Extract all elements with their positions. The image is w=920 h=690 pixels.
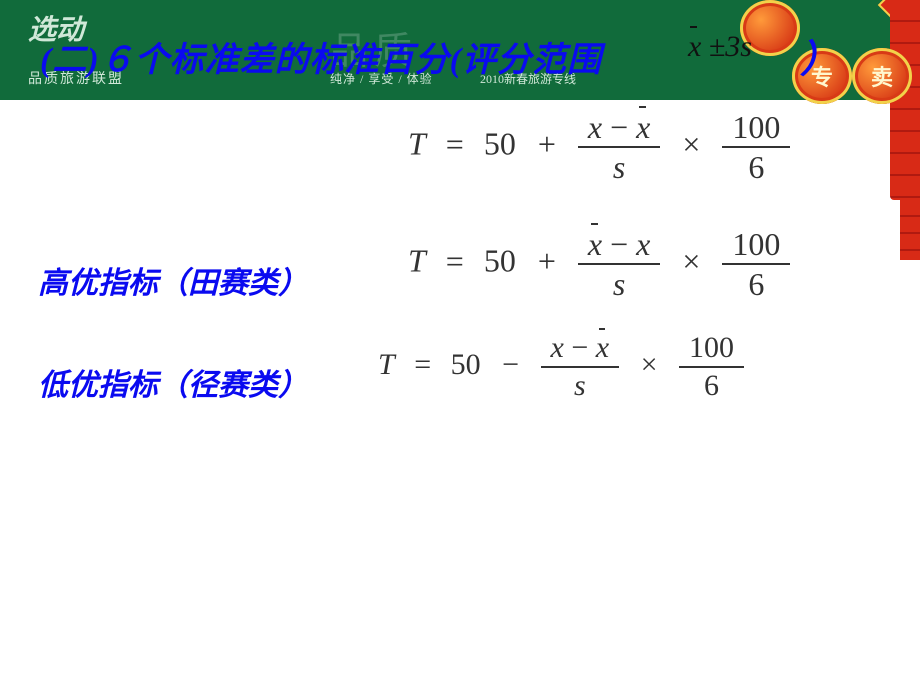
minus: − (610, 226, 628, 262)
label-low: 低优指标（径赛类） (38, 360, 308, 404)
fraction-1: x − x s (578, 225, 660, 304)
equals: = (414, 348, 431, 381)
op: − (502, 348, 519, 381)
label-high: 高优指标（田赛类） (38, 258, 308, 302)
den-6: 6 (722, 265, 790, 303)
fraction-2: 100 6 (722, 108, 790, 187)
T-var: T (408, 243, 426, 279)
times: × (641, 348, 658, 381)
close-paren: ） (800, 28, 838, 83)
lantern-icon: 卖 (852, 48, 912, 104)
x-bar-symbol: x (588, 225, 602, 263)
s-var: s (578, 148, 660, 186)
x-bar-symbol: x (636, 108, 650, 146)
x-bar-symbol: x (688, 30, 701, 64)
s-var: s (541, 368, 620, 404)
op: + (538, 243, 556, 279)
num-100: 100 (722, 108, 790, 148)
times: × (682, 126, 700, 162)
T-var: T (378, 348, 395, 381)
op: + (538, 126, 556, 162)
fifty: 50 (484, 126, 516, 162)
x-var: x (588, 109, 602, 145)
plus-minus-symbol: ± (709, 30, 725, 63)
minus: − (571, 331, 588, 364)
fraction-2: 100 6 (679, 330, 744, 404)
lantern-char2: 卖 (871, 60, 893, 92)
equals: = (446, 243, 464, 279)
num-100: 100 (722, 225, 790, 265)
fifty: 50 (451, 348, 481, 381)
s-var: s (578, 265, 660, 303)
fraction-2: 100 6 (722, 225, 790, 304)
s-symbol: s (740, 30, 752, 63)
formula-high: T = 50 + x − x s × 100 6 (408, 225, 790, 304)
x-var: x (636, 226, 650, 262)
den-6: 6 (722, 148, 790, 186)
title-text: (二)６个标准差的标准百分(评分范围 (40, 42, 602, 79)
den-6: 6 (679, 368, 744, 404)
x-var: x (551, 331, 564, 364)
formula-general: T = 50 + x − x s × 100 6 (408, 108, 790, 187)
fraction-1: x − x s (578, 108, 660, 187)
fraction-1: x − x s (541, 330, 620, 404)
formula-low: T = 50 − x − x s × 100 6 (378, 330, 744, 404)
range-expression: x ±3s (688, 30, 752, 64)
x-bar-symbol: x (596, 330, 609, 366)
coef: 3 (725, 30, 740, 63)
section-title: (二)６个标准差的标准百分(评分范围 (40, 32, 602, 81)
equals: = (446, 126, 464, 162)
minus: − (610, 109, 628, 145)
firecracker-tail-icon (900, 200, 920, 260)
times: × (682, 243, 700, 279)
T-var: T (408, 126, 426, 162)
num-100: 100 (679, 330, 744, 368)
fifty: 50 (484, 243, 516, 279)
